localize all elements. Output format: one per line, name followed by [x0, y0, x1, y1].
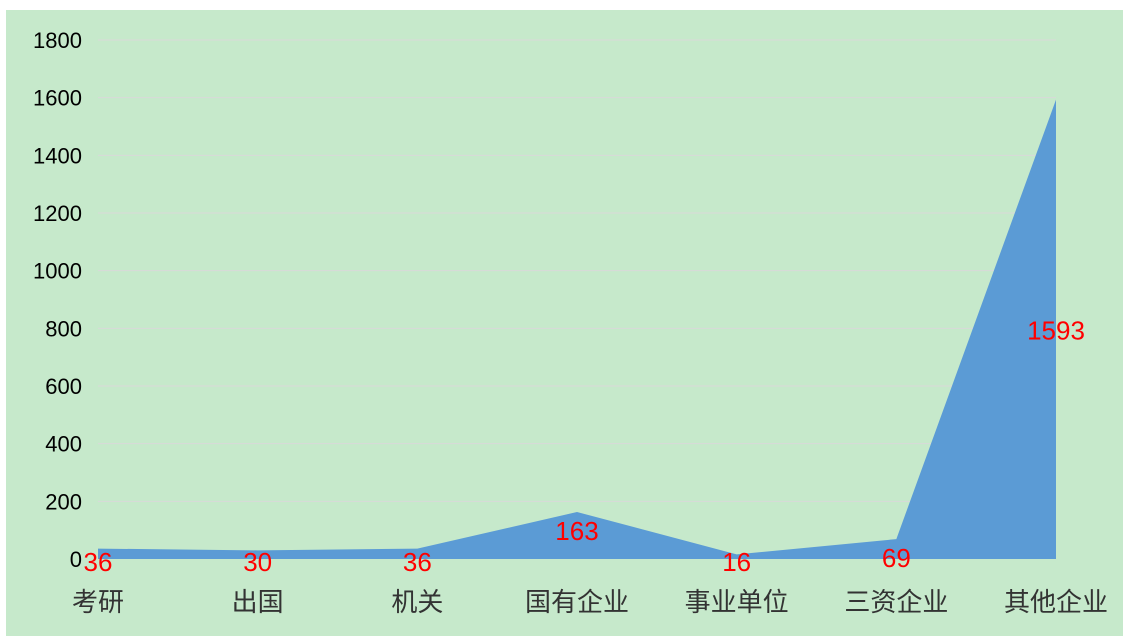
y-tick-label: 1600: [33, 86, 82, 111]
y-tick-label: 1000: [33, 259, 82, 284]
x-category-label: 考研: [72, 588, 124, 618]
y-tick-label: 1400: [33, 143, 82, 168]
y-tick-label: 1200: [33, 201, 82, 226]
x-category-label: 事业单位: [685, 588, 789, 618]
y-tick-label: 200: [45, 489, 82, 514]
data-label: 30: [243, 547, 272, 577]
data-label: 163: [555, 516, 598, 546]
data-label: 69: [882, 543, 911, 573]
x-category-label: 出国: [232, 588, 284, 618]
x-category-label: 机关: [391, 588, 443, 618]
x-category-label: 其他企业: [1004, 588, 1108, 618]
data-label: 1593: [1027, 315, 1085, 345]
y-tick-label: 400: [45, 432, 82, 457]
y-tick-label: 800: [45, 316, 82, 341]
y-tick-label: 1800: [33, 28, 82, 53]
data-label: 36: [84, 547, 113, 577]
y-tick-label: 0: [70, 547, 82, 572]
data-label: 16: [722, 547, 751, 577]
y-tick-label: 600: [45, 374, 82, 399]
area-series: [98, 99, 1056, 559]
x-category-label: 国有企业: [525, 588, 629, 618]
data-label: 36: [403, 547, 432, 577]
x-category-label: 三资企业: [844, 588, 948, 618]
